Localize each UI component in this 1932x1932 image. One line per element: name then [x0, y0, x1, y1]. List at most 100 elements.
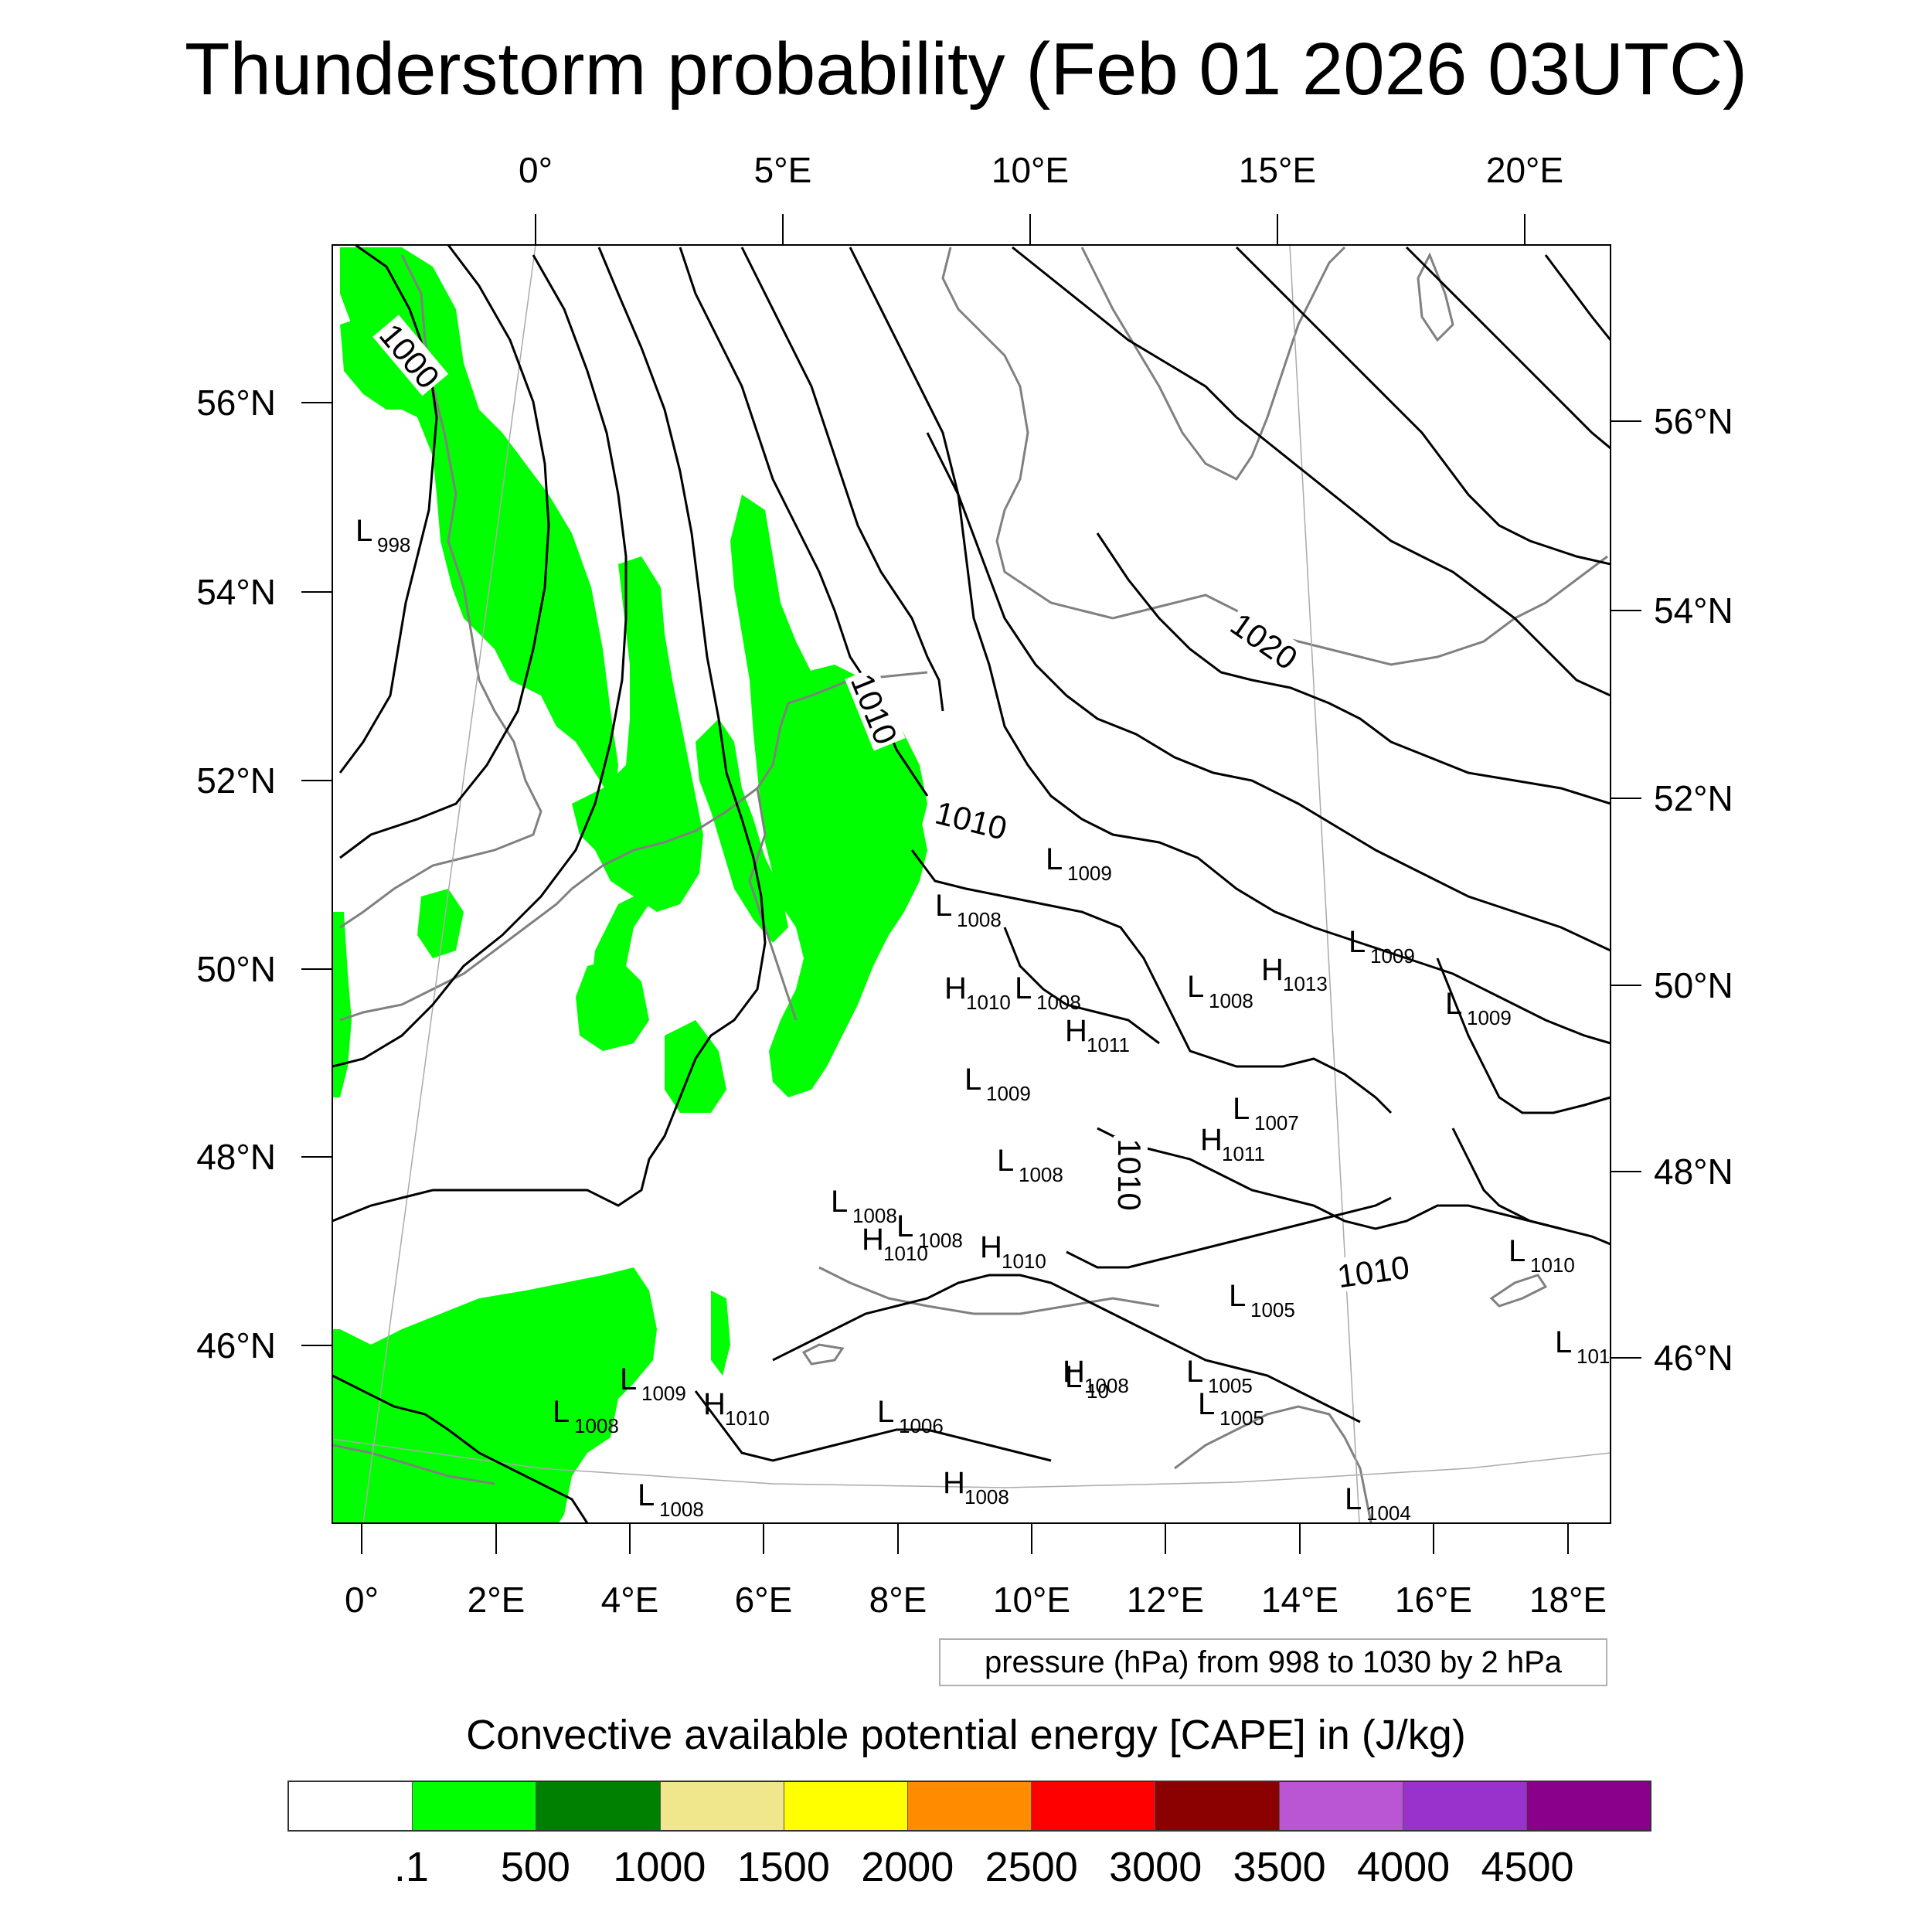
high-pressure-center: H 1008: [1063, 1355, 1129, 1397]
low-pressure-center: L 1009: [1046, 842, 1112, 885]
low-pressure-center: L 1008: [997, 1144, 1063, 1186]
high-pressure-center: H 1011: [1065, 1014, 1130, 1056]
top-lon-label: 20°E: [1486, 150, 1563, 190]
isobar-1014: [1012, 246, 1611, 697]
isobar-1012: [849, 247, 1611, 1045]
coastline-denmark: [941, 247, 1114, 620]
low-pressure-center: L 10: [1065, 1360, 1109, 1403]
colorbar-tick-label: 2000: [861, 1844, 954, 1890]
low-pressure-center: L 1008: [831, 1185, 897, 1227]
colorbar-tick-label: 3000: [1109, 1844, 1202, 1890]
cape-area-france-mid: [665, 1020, 726, 1113]
svg-text:1009: 1009: [1370, 944, 1415, 968]
svg-text:L: L: [620, 1362, 637, 1396]
high-pressure-center: H 1010: [862, 1223, 928, 1265]
border-france-germany: [748, 787, 798, 1021]
left-lat-label: 46°N: [196, 1325, 276, 1366]
svg-text:1004: 1004: [1366, 1502, 1411, 1525]
svg-text:1010: 1010: [1002, 1250, 1046, 1273]
isobar-1018: [1096, 532, 1611, 805]
svg-text:1008: 1008: [852, 1204, 897, 1227]
svg-text:1008: 1008: [574, 1414, 619, 1437]
bottom-lon-label: 2°E: [468, 1580, 526, 1620]
svg-text:L: L: [1555, 1325, 1572, 1359]
svg-text:L: L: [1349, 925, 1366, 959]
coastline-uk-south: [339, 887, 573, 1022]
svg-text:L: L: [1509, 1234, 1526, 1268]
low-pressure-center: L 101: [1555, 1325, 1610, 1368]
low-pressure-center: L 1009: [1349, 925, 1415, 968]
parallel-45n: [332, 1438, 1611, 1488]
colorbar-swatch: [1279, 1782, 1403, 1830]
colorbar-swatch: [1032, 1782, 1156, 1830]
isobar-1020: [1235, 246, 1611, 566]
svg-text:L: L: [1187, 970, 1204, 1004]
svg-text:1010: 1010: [1530, 1253, 1575, 1277]
cape-area-central: [572, 556, 703, 912]
svg-text:L: L: [1065, 1360, 1082, 1394]
low-pressure-center: L 1005: [1186, 1355, 1253, 1397]
meridian-15e: [1289, 245, 1360, 1523]
left-lat-label: 56°N: [196, 383, 276, 423]
colorbar-swatch: [1403, 1782, 1527, 1830]
isobar-label: 1010: [930, 793, 1013, 847]
svg-text:1010: 1010: [1335, 1249, 1412, 1295]
isobar-label: 1020: [1223, 604, 1307, 677]
colorbar: [287, 1781, 1651, 1832]
svg-text:1005: 1005: [1250, 1298, 1295, 1321]
low-pressure-center: L 1008: [1187, 970, 1253, 1012]
cape-area-benelux: [696, 719, 788, 943]
isobar-1006: [332, 247, 767, 1223]
cape-area-france-east: [576, 958, 649, 1051]
cape-area-south-fr: [711, 1291, 730, 1376]
isobar-1008-south: [910, 849, 1393, 1114]
low-pressure-center: L 1005: [1198, 1387, 1264, 1430]
svg-text:1009: 1009: [1067, 862, 1112, 885]
colorbar-tick-label: 500: [500, 1844, 570, 1890]
isobar-1004: [332, 254, 628, 1068]
right-lat-label: 48°N: [1654, 1151, 1733, 1192]
cape-area-rhine: [730, 495, 927, 1097]
low-pressure-center: L 1008: [935, 889, 1002, 931]
colorbar-swatch: [660, 1782, 784, 1830]
right-lat-label: 46°N: [1654, 1338, 1733, 1378]
coastline-adriatic: [1174, 1405, 1372, 1523]
high-pressure-center: H 1010: [944, 971, 1011, 1014]
coastline-baltic-islands: [1417, 252, 1454, 342]
svg-text:L: L: [1198, 1387, 1215, 1421]
svg-text:H: H: [862, 1223, 884, 1257]
colorbar-swatch: [1155, 1782, 1280, 1830]
bottom-lon-label: 8°E: [869, 1580, 927, 1620]
svg-text:1009: 1009: [986, 1082, 1031, 1105]
isobar-east-1: [1436, 957, 1611, 1114]
top-lon-label: 5°E: [754, 150, 812, 190]
svg-text:L: L: [1015, 971, 1032, 1005]
isobar-label: 1010: [1111, 1136, 1148, 1213]
svg-text:L: L: [638, 1478, 655, 1512]
left-lat-labels: 56°N 54°N 52°N 50°N 48°N 46°N: [196, 383, 276, 1366]
right-lat-label: 56°N: [1654, 401, 1733, 441]
low-pressure-center: L 1009: [1445, 987, 1512, 1029]
low-pressure-center: L 1004: [1345, 1482, 1411, 1525]
bottom-lon-labels: 0° 2°E 4°E 6°E 8°E 10°E 12°E 14°E 16°E 18°E: [345, 1580, 1607, 1620]
svg-text:L: L: [355, 514, 372, 548]
left-lat-label: 54°N: [196, 572, 276, 612]
svg-text:101: 101: [1577, 1345, 1610, 1368]
svg-text:H: H: [1065, 1014, 1087, 1048]
svg-text:L: L: [935, 889, 952, 923]
isobar-hun: [1451, 1128, 1562, 1230]
right-lat-label: 52°N: [1654, 778, 1733, 818]
svg-text:L: L: [997, 1144, 1014, 1178]
colorbar-swatch: [413, 1782, 537, 1830]
svg-text:1010: 1010: [1111, 1138, 1148, 1210]
bottom-lon-label: 18°E: [1529, 1580, 1607, 1620]
low-pressure-center: L 1008: [638, 1478, 704, 1521]
svg-text:1008: 1008: [659, 1498, 704, 1521]
svg-text:L: L: [553, 1395, 570, 1429]
svg-text:L: L: [1233, 1092, 1250, 1126]
cape-fields: [332, 247, 927, 1523]
isobar-1010: [740, 247, 944, 712]
svg-text:H: H: [1261, 953, 1284, 987]
